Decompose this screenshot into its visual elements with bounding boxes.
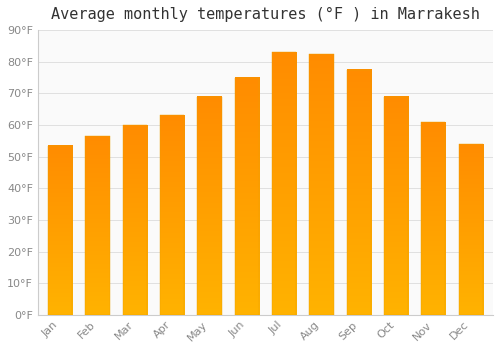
Bar <box>272 52 296 315</box>
Bar <box>234 77 259 315</box>
Bar <box>384 97 408 315</box>
Bar <box>160 116 184 315</box>
Bar <box>346 70 371 315</box>
Bar <box>310 54 334 315</box>
Bar <box>86 136 110 315</box>
Bar <box>458 144 483 315</box>
Bar <box>198 97 222 315</box>
Bar <box>48 146 72 315</box>
Bar <box>122 125 147 315</box>
Title: Average monthly temperatures (°F ) in Marrakesh: Average monthly temperatures (°F ) in Ma… <box>51 7 480 22</box>
Bar <box>421 122 446 315</box>
